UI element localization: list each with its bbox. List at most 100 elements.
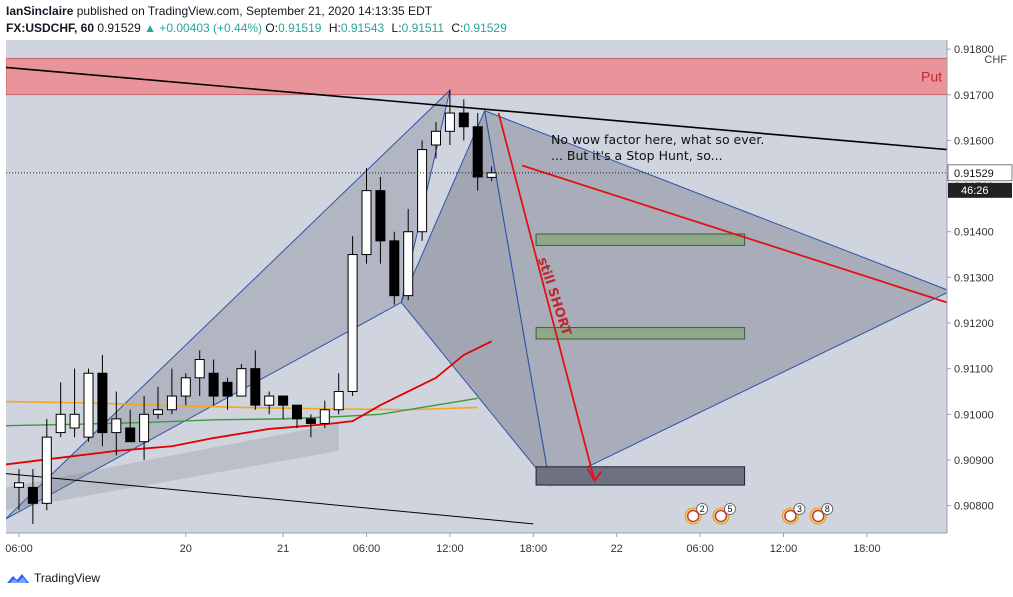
price-tick-label: 0.91800: [954, 44, 994, 56]
footer-brand[interactable]: TradingView: [6, 571, 100, 585]
candle-body: [292, 404, 302, 420]
candle[interactable]: [139, 396, 150, 460]
candle[interactable]: [486, 166, 497, 182]
candle[interactable]: [444, 90, 455, 145]
candle-body: [319, 409, 330, 424]
candle[interactable]: [361, 167, 372, 264]
price-tick-label: 0.91200: [954, 318, 994, 330]
time-tick-label: 06:00: [686, 543, 714, 555]
event-count-badge: [821, 503, 834, 515]
candle[interactable]: [222, 377, 233, 410]
green-box-lower: [535, 327, 746, 340]
candle[interactable]: [208, 359, 219, 406]
plot-area: Put No wow factor here, what so ever.... …: [6, 57, 947, 525]
time-tick-label: 18:00: [520, 543, 548, 555]
time-tick-label: 12:00: [770, 543, 798, 555]
candle[interactable]: [180, 373, 191, 406]
time-tick-label: 21: [277, 543, 289, 555]
price-tick-label: 0.91000: [954, 409, 994, 421]
candle-body: [236, 368, 247, 397]
candle[interactable]: [166, 368, 177, 415]
target-zone-box: [535, 466, 746, 486]
price-tick-label: 0.90900: [954, 455, 994, 467]
price-tick-label: 0.90800: [954, 501, 994, 513]
economic-event-marker[interactable]: 8: [809, 503, 834, 525]
candle[interactable]: [389, 231, 400, 305]
green-box-upper: [535, 233, 746, 246]
economic-event-marker[interactable]: 3: [781, 503, 806, 525]
low-value: 0.91511: [401, 21, 445, 35]
candle-body: [83, 372, 94, 438]
time-tick-label: 12:00: [436, 543, 464, 555]
candle[interactable]: [305, 414, 316, 438]
high-value: 0.91543: [340, 21, 385, 35]
candle[interactable]: [431, 122, 441, 159]
candle[interactable]: [153, 386, 163, 419]
currency-label: CHF: [984, 54, 1007, 66]
candle-body: [69, 413, 80, 429]
candle[interactable]: [27, 469, 38, 524]
candle[interactable]: [97, 354, 108, 447]
candle[interactable]: [375, 176, 386, 264]
put-zone-label: Put: [921, 69, 942, 85]
flag-us-inner: [812, 509, 825, 523]
candle-body: [264, 395, 275, 406]
candle-body: [27, 486, 38, 504]
candle[interactable]: [83, 368, 94, 442]
candle-body: [458, 112, 469, 128]
event-count-label: 8: [825, 504, 830, 514]
candle[interactable]: [292, 404, 302, 429]
candle[interactable]: [55, 382, 66, 438]
candle[interactable]: [41, 418, 52, 511]
short-arrow-head: [586, 468, 603, 483]
time-axis[interactable]: 06:00 20 21 06:00 12:00 18:00 22 06:00 12:00 18:0…: [5, 532, 947, 555]
candle[interactable]: [125, 409, 136, 443]
candle-body: [361, 190, 372, 256]
candle-body: [14, 482, 24, 488]
candle[interactable]: [333, 373, 344, 415]
candle[interactable]: [236, 364, 247, 397]
candle-body: [347, 254, 358, 392]
candle[interactable]: [472, 113, 483, 191]
candle[interactable]: [347, 236, 358, 397]
candle[interactable]: [403, 208, 414, 301]
candle[interactable]: [319, 400, 330, 429]
event-count-badge: [793, 503, 806, 515]
price-tick-label: 0.91300: [954, 272, 994, 284]
candle[interactable]: [14, 469, 24, 511]
pattern-projection: [484, 109, 947, 486]
candle-body: [153, 409, 163, 415]
candle[interactable]: [194, 350, 205, 397]
time-tick-label: 22: [611, 543, 623, 555]
current-price-badge: [947, 164, 1013, 182]
candle-body: [166, 395, 177, 411]
candle[interactable]: [250, 350, 261, 410]
candle[interactable]: [69, 368, 80, 438]
symbol-legend: FX:USDCHF, 60 0.91529 ▲ +0.00403 (+0.44%…: [6, 21, 511, 36]
tradingview-logo-icon: [7, 574, 29, 583]
pattern-base: [6, 423, 339, 511]
candles: [14, 90, 497, 524]
author-name[interactable]: IanSinclaire: [6, 4, 74, 18]
price-axis-bg: [947, 36, 1013, 533]
close-label: C:: [451, 21, 464, 35]
economic-event-marker[interactable]: 2: [684, 503, 709, 525]
candle[interactable]: [458, 99, 469, 141]
event-markers: 2 5 3 8: [684, 503, 834, 525]
time-tick-label: 18:00: [853, 543, 881, 555]
candle-body: [333, 390, 344, 411]
candle-body: [403, 231, 414, 297]
candle[interactable]: [264, 391, 275, 415]
candle[interactable]: [278, 395, 289, 419]
economic-event-marker[interactable]: 5: [712, 503, 736, 525]
candle[interactable]: [417, 140, 428, 241]
open-label: O:: [265, 21, 279, 35]
change-value: ▲ +0.00403 (+0.44%): [144, 21, 263, 35]
price-axis[interactable]: 0.918000.917000.916000.915000.914000.913…: [946, 36, 1013, 533]
candle-body: [111, 418, 122, 434]
candle-body: [305, 418, 316, 424]
candle-body: [208, 372, 219, 397]
candle[interactable]: [111, 391, 122, 456]
event-count-label: 5: [727, 504, 732, 514]
